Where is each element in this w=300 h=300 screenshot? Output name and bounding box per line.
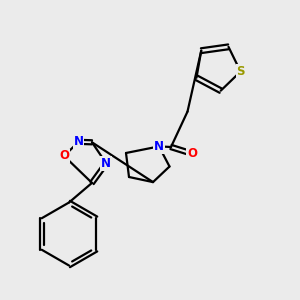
- Text: S: S: [236, 65, 245, 78]
- Text: N: N: [101, 157, 111, 170]
- Text: O: O: [59, 149, 69, 162]
- Text: O: O: [187, 147, 197, 160]
- Text: N: N: [154, 140, 164, 153]
- Text: N: N: [74, 135, 84, 148]
